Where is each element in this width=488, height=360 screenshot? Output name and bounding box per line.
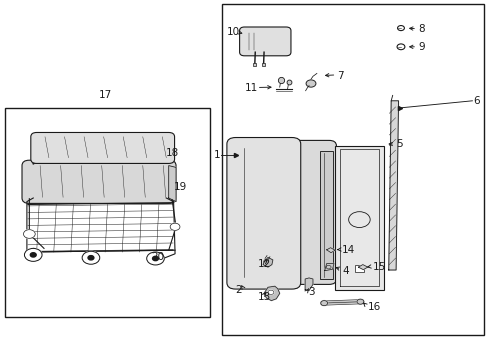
Text: 18: 18 xyxy=(166,148,179,158)
Bar xyxy=(334,146,383,290)
Text: 4: 4 xyxy=(342,266,348,276)
Circle shape xyxy=(30,253,36,257)
Polygon shape xyxy=(264,286,279,301)
Circle shape xyxy=(397,26,404,31)
Text: 19: 19 xyxy=(173,182,186,192)
FancyBboxPatch shape xyxy=(22,160,176,203)
Bar xyxy=(253,63,256,66)
FancyBboxPatch shape xyxy=(31,132,174,163)
Polygon shape xyxy=(33,135,173,164)
Polygon shape xyxy=(358,265,367,270)
FancyBboxPatch shape xyxy=(239,27,290,56)
Circle shape xyxy=(170,223,180,230)
Text: 7: 7 xyxy=(337,71,344,81)
Text: 5: 5 xyxy=(395,139,402,149)
Polygon shape xyxy=(305,278,312,291)
Circle shape xyxy=(267,290,273,294)
Polygon shape xyxy=(388,101,398,270)
Text: 6: 6 xyxy=(472,96,479,106)
Bar xyxy=(262,63,264,66)
Circle shape xyxy=(396,44,404,50)
Text: 20: 20 xyxy=(151,252,164,262)
Bar xyxy=(354,265,363,272)
Text: 15: 15 xyxy=(372,262,385,272)
Polygon shape xyxy=(168,166,176,202)
Polygon shape xyxy=(324,264,333,271)
Text: 17: 17 xyxy=(98,90,112,100)
FancyBboxPatch shape xyxy=(275,140,336,284)
Circle shape xyxy=(305,80,315,87)
Circle shape xyxy=(24,248,42,261)
Text: 8: 8 xyxy=(417,24,424,34)
Text: 16: 16 xyxy=(367,302,380,312)
Bar xyxy=(5,108,210,317)
Text: 11: 11 xyxy=(244,83,257,93)
Text: 9: 9 xyxy=(417,42,424,52)
Circle shape xyxy=(88,256,94,260)
Text: 1: 1 xyxy=(213,150,220,160)
FancyBboxPatch shape xyxy=(226,138,300,289)
Text: 14: 14 xyxy=(341,245,354,255)
Text: 10: 10 xyxy=(226,27,239,37)
Text: 3: 3 xyxy=(307,287,314,297)
Text: 12: 12 xyxy=(257,258,270,269)
Circle shape xyxy=(320,301,327,306)
Circle shape xyxy=(152,256,158,261)
Circle shape xyxy=(23,230,35,238)
Circle shape xyxy=(82,251,100,264)
Text: 2: 2 xyxy=(235,285,242,295)
Circle shape xyxy=(146,252,164,265)
Polygon shape xyxy=(326,248,334,253)
Text: 13: 13 xyxy=(257,292,270,302)
Bar xyxy=(320,151,332,279)
Bar xyxy=(222,4,483,335)
Polygon shape xyxy=(263,257,272,267)
Circle shape xyxy=(356,299,363,304)
